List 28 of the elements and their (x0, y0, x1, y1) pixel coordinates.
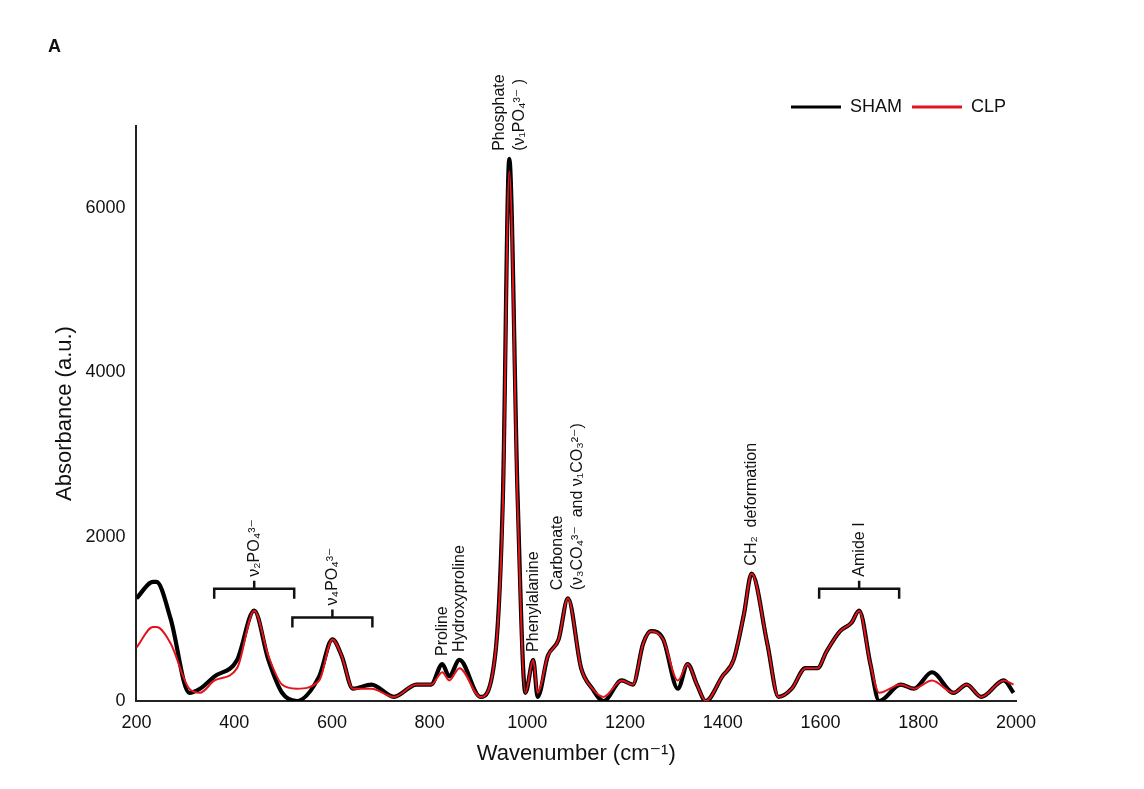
text: A (48, 35, 61, 56)
x-tick-label: 1200 (605, 711, 646, 732)
y-axis-title: Absorbance (a.u.) (51, 326, 77, 501)
x-tick-label: 1000 (507, 711, 548, 732)
annotation: Phosphate (ν₁PO₄³⁻ ) (489, 74, 527, 151)
annotation: ν₄PO₄³⁻ (322, 547, 340, 606)
y-tick-label: 4000 (85, 361, 126, 382)
x-tick-label: 1600 (800, 711, 841, 732)
annotation: ν₂PO₄³⁻ (244, 519, 262, 577)
x-axis-title: Wavenumber (cm⁻¹) (476, 739, 676, 765)
x-tick-label: 400 (219, 711, 250, 732)
annotation: Hydroxyproline (449, 545, 467, 652)
y-tick-label: 0 (115, 689, 126, 710)
y-tick-label: 6000 (85, 197, 126, 218)
annotation: Carbonate (ν₃CO₄³⁻ and ν₁CO₃²⁻) (548, 423, 586, 591)
annotation: Amide I (849, 522, 867, 577)
x-tick-label: 1800 (898, 711, 939, 732)
legend-label: SHAM (849, 95, 902, 116)
annotation: Phenylalanine (523, 551, 541, 652)
x-tick-label: 2000 (995, 711, 1037, 732)
x-tick-label: 1400 (702, 711, 743, 732)
x-tick-label: 200 (121, 711, 152, 732)
annotation: CH₂ deformation (742, 442, 760, 566)
legend-label: CLP (970, 95, 1006, 116)
x-tick-label: 800 (414, 711, 445, 732)
annotation: Proline (432, 606, 450, 657)
x-tick-label: 600 (316, 711, 347, 732)
y-tick-label: 2000 (85, 525, 126, 546)
